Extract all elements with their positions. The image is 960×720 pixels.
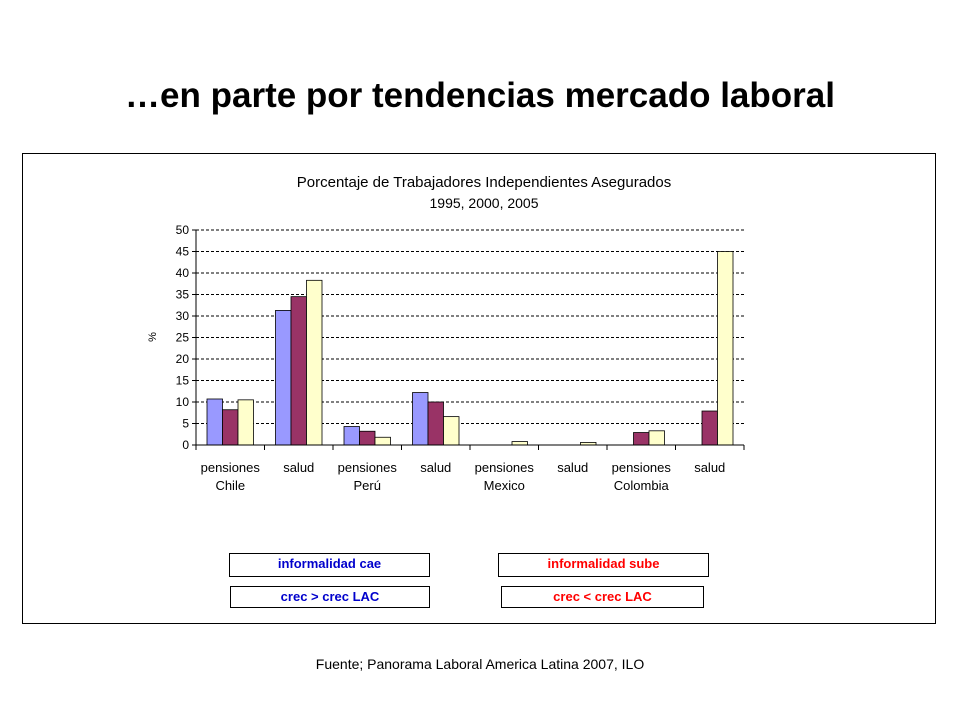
y-tick-label: 10 — [176, 395, 190, 409]
bar — [427, 401, 444, 446]
y-axis-label: % — [147, 332, 159, 342]
bar — [306, 279, 323, 446]
legend-crec-menor-text: crec < crec LAC — [553, 589, 652, 604]
y-tick-label: 45 — [176, 245, 190, 259]
y-tick-label: 50 — [176, 223, 190, 237]
x-tick-label: pensiones — [338, 460, 398, 475]
x-tick-label: pensiones — [475, 460, 535, 475]
bar — [633, 432, 650, 446]
bar-chart: Porcentaje de Trabajadores Independiente… — [147, 174, 745, 493]
bar — [359, 430, 376, 446]
legend-crec-menor: crec < crec LAC — [501, 586, 704, 608]
y-tick-label: 25 — [176, 331, 190, 345]
bar — [717, 251, 734, 446]
bar — [237, 399, 254, 446]
x-group-label: Mexico — [484, 478, 525, 493]
x-group-label: Perú — [354, 478, 381, 493]
bar — [412, 392, 429, 446]
legend-crec-mayor-text: crec > crec LAC — [280, 589, 380, 604]
x-tick-label: salud — [420, 460, 451, 475]
source-note: Fuente; Panorama Laboral America Latina … — [315, 656, 645, 672]
bar — [290, 296, 307, 446]
x-tick-label: pensiones — [201, 460, 261, 475]
y-tick-label: 35 — [176, 288, 190, 302]
x-tick-label: pensiones — [612, 460, 672, 475]
y-tick-label: 30 — [176, 309, 190, 323]
bar — [648, 430, 665, 446]
chart-frame: Porcentaje de Trabajadores Independiente… — [22, 153, 936, 624]
slide-title: …en parte por tendencias mercado laboral — [125, 76, 835, 115]
bar — [443, 416, 460, 446]
y-tick-label: 5 — [182, 417, 189, 431]
bars — [206, 251, 734, 446]
chart-title: Porcentaje de Trabajadores Independiente… — [297, 174, 671, 191]
tick-labels: 0 5 10 15 20 25 30 35 40 45 50 pensiones Chile salud p… — [176, 223, 726, 493]
bar — [343, 426, 360, 446]
legend-informalidad-sube-text: informalidad sube — [547, 556, 660, 571]
bar — [511, 441, 528, 446]
bar — [222, 409, 239, 446]
legend-crec-mayor: crec > crec LAC — [230, 586, 430, 608]
bar — [206, 398, 223, 446]
legend-informalidad-cae-text: informalidad cae — [277, 556, 382, 571]
bar — [701, 410, 718, 446]
bar — [374, 436, 391, 446]
x-group-label: Colombia — [614, 478, 670, 493]
y-tick-label: 20 — [176, 352, 190, 366]
x-tick-label: salud — [283, 460, 314, 475]
axes — [192, 229, 745, 450]
legend-informalidad-cae: informalidad cae — [229, 553, 430, 577]
bar — [275, 310, 292, 446]
legend-informalidad-sube: informalidad sube — [498, 553, 709, 577]
x-tick-label: salud — [694, 460, 725, 475]
y-tick-label: 15 — [176, 374, 190, 388]
y-tick-label: 40 — [176, 266, 190, 280]
x-tick-label: salud — [557, 460, 588, 475]
y-tick-label: 0 — [182, 438, 189, 452]
x-group-label: Chile — [215, 478, 245, 493]
chart-subtitle: 1995, 2000, 2005 — [430, 195, 539, 211]
